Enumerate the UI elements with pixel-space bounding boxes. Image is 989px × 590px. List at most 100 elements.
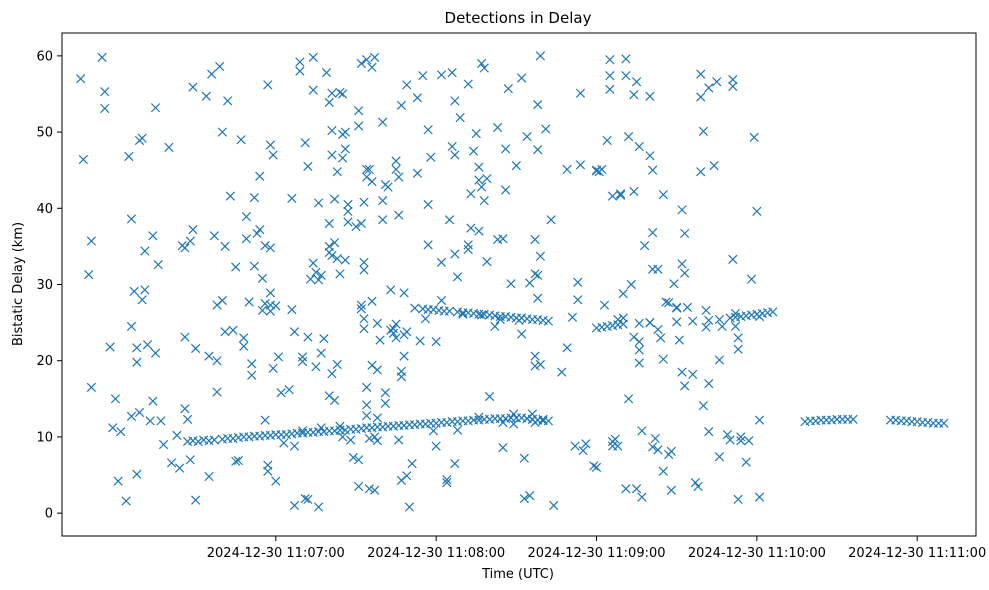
x-tick-label: 2024-12-30 11:11:00 xyxy=(848,546,986,561)
data-point xyxy=(677,367,687,377)
data-point xyxy=(201,91,211,101)
data-point xyxy=(308,85,318,95)
data-point xyxy=(364,484,374,494)
data-point xyxy=(372,436,382,446)
data-point xyxy=(354,106,364,116)
data-point xyxy=(129,286,139,296)
data-point xyxy=(231,456,241,466)
data-point xyxy=(255,171,265,181)
data-point xyxy=(394,210,404,220)
data-point xyxy=(359,265,369,275)
data-point xyxy=(84,269,94,280)
data-point xyxy=(134,407,145,418)
data-point xyxy=(530,269,540,279)
data-point xyxy=(399,351,409,361)
data-point xyxy=(543,416,554,426)
data-point xyxy=(185,236,195,246)
data-point xyxy=(228,325,238,335)
data-point xyxy=(236,135,246,145)
data-point xyxy=(581,439,591,449)
data-point xyxy=(313,502,324,512)
data-point xyxy=(495,314,505,325)
data-point xyxy=(717,321,727,332)
data-point xyxy=(733,494,743,505)
data-point xyxy=(386,285,396,295)
data-point xyxy=(354,121,364,131)
data-point xyxy=(396,100,407,111)
data-point xyxy=(364,433,374,444)
data-point xyxy=(677,205,687,215)
data-point xyxy=(498,417,508,428)
data-point xyxy=(621,484,631,494)
data-point xyxy=(631,77,642,87)
data-point xyxy=(126,411,137,421)
data-point xyxy=(466,189,476,199)
data-point xyxy=(567,312,578,322)
data-point xyxy=(450,150,460,160)
data-point xyxy=(607,191,618,201)
data-point xyxy=(402,80,412,90)
data-point xyxy=(535,51,546,61)
data-point xyxy=(372,318,382,328)
data-point xyxy=(137,295,147,305)
data-point xyxy=(452,272,463,282)
data-point xyxy=(265,243,276,253)
data-point xyxy=(383,182,393,192)
data-point xyxy=(287,193,297,204)
data-point xyxy=(287,305,297,315)
data-point xyxy=(754,415,765,425)
data-point xyxy=(570,441,580,451)
data-point xyxy=(484,391,495,402)
data-point xyxy=(372,365,382,375)
data-point xyxy=(343,217,353,227)
data-point xyxy=(140,285,150,295)
data-point xyxy=(370,52,380,63)
data-point xyxy=(284,385,294,395)
data-point xyxy=(271,476,281,486)
data-point xyxy=(335,421,345,431)
x-tick-label: 2024-12-30 11:08:00 xyxy=(367,546,505,561)
data-point xyxy=(193,436,203,447)
data-point xyxy=(463,244,473,255)
data-point xyxy=(733,344,743,354)
data-point xyxy=(474,412,484,422)
data-point xyxy=(578,446,588,456)
data-point xyxy=(399,288,409,298)
data-point xyxy=(573,277,583,287)
data-point xyxy=(329,395,340,405)
data-point xyxy=(709,160,719,171)
data-point xyxy=(204,471,214,482)
data-point xyxy=(164,142,174,152)
data-point xyxy=(268,150,278,160)
data-point xyxy=(391,319,401,329)
data-point xyxy=(255,225,265,235)
data-point xyxy=(241,234,252,244)
data-point xyxy=(517,329,527,339)
data-point xyxy=(546,215,556,225)
data-point xyxy=(664,298,674,308)
data-point xyxy=(76,74,86,84)
data-point xyxy=(605,55,615,65)
data-point xyxy=(597,164,607,175)
data-point xyxy=(634,318,644,328)
data-point xyxy=(653,264,663,274)
data-point xyxy=(362,410,372,421)
data-point xyxy=(335,87,345,98)
data-point xyxy=(391,333,401,343)
data-point xyxy=(509,409,519,419)
data-point xyxy=(436,257,447,268)
data-point xyxy=(503,84,513,94)
data-point xyxy=(476,58,487,69)
data-point xyxy=(126,321,137,332)
data-point xyxy=(332,359,342,370)
data-point xyxy=(316,270,326,280)
data-point xyxy=(423,240,433,250)
data-point xyxy=(688,369,698,380)
data-point xyxy=(362,382,372,393)
data-point xyxy=(150,348,161,358)
data-point xyxy=(589,461,599,471)
data-point xyxy=(321,68,332,78)
data-point xyxy=(746,274,757,284)
data-point xyxy=(337,153,348,163)
